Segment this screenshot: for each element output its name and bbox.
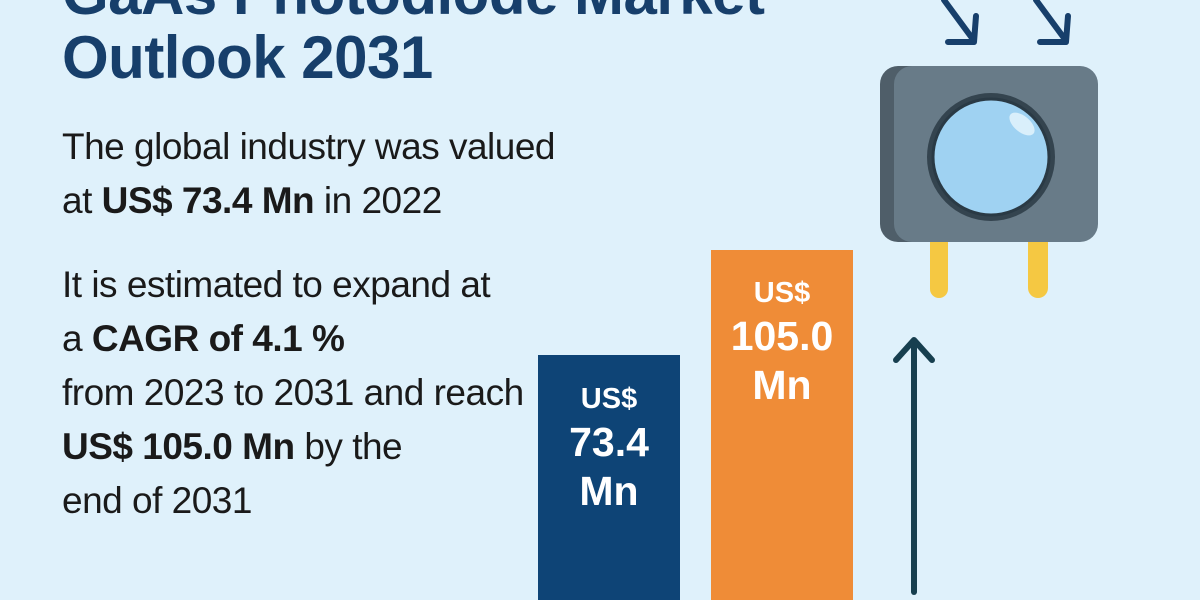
growth-arrow-icon [893,337,935,595]
forecast-line-1: It is estimated to expand at [62,264,491,305]
valuation-line-1: The global industry was valued [62,126,556,167]
bar-2022-unit-label: Mn [579,468,639,514]
title-line-2: Outlook 2031 [62,24,433,91]
photodiode-icon [880,66,1098,298]
valuation-suffix: in 2022 [314,180,442,221]
cagr-value: CAGR of 4.1 % [91,318,345,359]
forecast-line-5: end of 2031 [62,480,252,521]
page-title: GaAs Photodiode Market Outlook 2031 [62,0,765,91]
bar-2031-value-label: 105.0 [730,313,834,359]
forecast-2031-value: US$ 105.0 Mn [62,426,295,467]
forecast-line-3: from 2023 to 2031 and reach [62,372,524,413]
valuation-2022-value: US$ 73.4 Mn [101,180,315,221]
forecast-prefix: a [62,318,92,359]
bar-2031-currency-label: US$ [753,277,811,309]
title-line-1: GaAs Photodiode Market [62,0,765,26]
valuation-prefix: at [62,180,102,221]
bar-2031: US$ 105.0 Mn [711,250,853,600]
valuation-statement: The global industry was valued at US$ 73… [62,120,556,228]
bar-2022: US$ 73.4 Mn [538,355,680,600]
light-arrow-icon [941,0,1071,45]
forecast-suffix: by the [294,426,403,467]
bar-2022-currency-label: US$ [580,383,638,415]
bar-2031-unit-label: Mn [752,362,812,408]
bar-2022-value-label: 73.4 [569,419,649,465]
forecast-statement: It is estimated to expand at a CAGR of 4… [62,258,524,528]
